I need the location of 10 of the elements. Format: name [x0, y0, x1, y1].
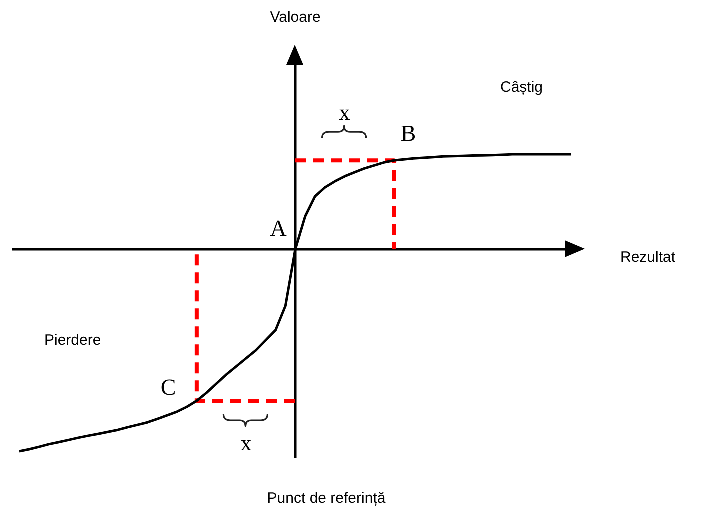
x-axis-title: Rezultat	[620, 249, 676, 266]
text: Câștig	[500, 79, 544, 96]
text: B	[400, 121, 416, 146]
annotation: C	[160, 375, 176, 400]
text: Valoare	[270, 9, 321, 26]
ref-line-label: x	[240, 430, 252, 456]
text: Punct de referință	[267, 490, 386, 507]
ref-line-label: x	[339, 100, 350, 126]
annotation: A	[270, 216, 288, 241]
annotation: Pierdere	[44, 332, 102, 349]
